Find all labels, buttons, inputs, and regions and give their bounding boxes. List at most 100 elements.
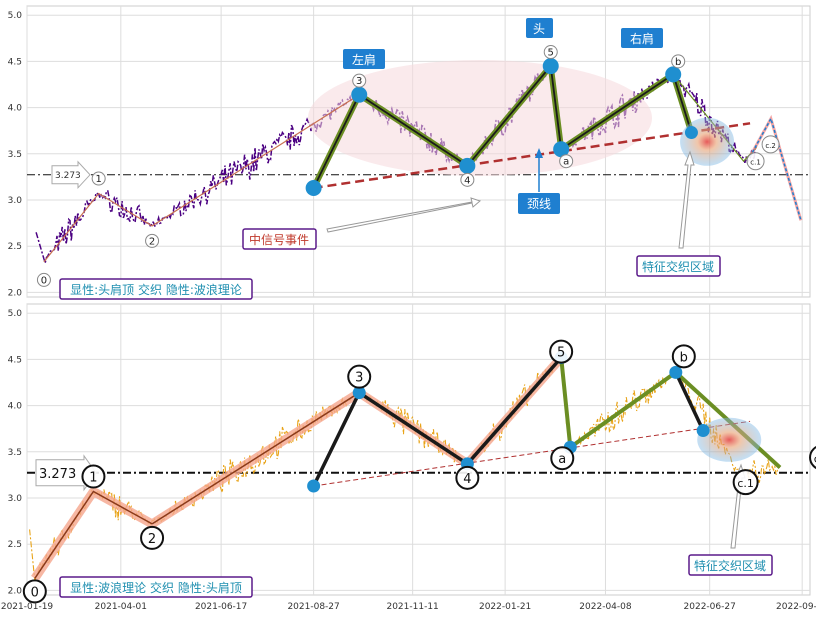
x-tick-label: 2021-11-11 bbox=[386, 602, 438, 612]
neckline-pointer-head bbox=[535, 148, 543, 158]
bottom-panel-frame bbox=[26, 303, 811, 596]
wave-label-circle bbox=[550, 446, 575, 471]
left-shoulder-label: 左肩 bbox=[343, 49, 385, 69]
wave-label-circle bbox=[543, 45, 558, 60]
x-tick-label: 2021-08-27 bbox=[287, 602, 339, 612]
pattern-line bbox=[674, 371, 705, 432]
wave-label-circle bbox=[671, 54, 686, 69]
x-tick-label: 2022-09-06 bbox=[776, 602, 816, 612]
wave-label: 4 bbox=[463, 472, 471, 487]
event-arrow bbox=[326, 197, 481, 233]
wave-label-circle bbox=[460, 172, 475, 187]
wave-line bbox=[34, 490, 153, 579]
wave-label: c.2 bbox=[765, 142, 776, 150]
wave-label: b bbox=[675, 57, 681, 68]
neckline-label: 颈线 bbox=[518, 193, 560, 214]
x-tick-label: 2021-04-01 bbox=[95, 602, 147, 612]
y-tick-label: 3.5 bbox=[8, 150, 22, 160]
x-tick-label: 2021-06-17 bbox=[195, 602, 247, 612]
x-tick-label: 2022-06-27 bbox=[684, 602, 736, 612]
wave-label: c.2 bbox=[814, 453, 816, 466]
right-shoulder-label: 右肩 bbox=[621, 28, 663, 48]
wave-label: 0 bbox=[41, 275, 47, 286]
y-tick-label: 4.5 bbox=[8, 57, 22, 67]
y-tick-label: 5.0 bbox=[8, 309, 23, 319]
wave-label: c.1 bbox=[750, 159, 761, 167]
y-tick-label: 2.0 bbox=[8, 288, 23, 298]
neckline bbox=[313, 420, 751, 487]
svg-text:右肩: 右肩 bbox=[630, 31, 654, 46]
wave-label: 2 bbox=[149, 236, 155, 247]
pattern-point bbox=[542, 58, 559, 75]
wave-label-circle bbox=[455, 465, 480, 490]
wave-label: 1 bbox=[95, 174, 101, 185]
wave-label-circle bbox=[352, 73, 367, 88]
event-label: 中信号事件 bbox=[242, 228, 317, 250]
caption-bottom: 显性:波浪理论 交织 隐性:头肩顶 bbox=[59, 576, 253, 598]
reference-arrow bbox=[51, 160, 91, 190]
pattern-point bbox=[459, 157, 476, 174]
y-tick-label: 4.5 bbox=[8, 355, 22, 365]
wave-label-circle bbox=[347, 364, 372, 389]
wave-label: 3 bbox=[355, 371, 363, 386]
wave-label: 5 bbox=[557, 346, 565, 361]
wave-label: 5 bbox=[548, 48, 554, 59]
wave-label: b bbox=[680, 350, 688, 365]
reference-value-label: 3.273 bbox=[55, 171, 81, 181]
caption-top: 显性:头肩顶 交织 隐性:波浪理论 bbox=[59, 278, 253, 300]
pattern-point bbox=[696, 424, 710, 438]
wave-label-circle bbox=[81, 464, 106, 489]
y-tick-label: 4.0 bbox=[8, 402, 23, 412]
pattern-point bbox=[665, 66, 682, 83]
wave-label-circle bbox=[809, 446, 816, 470]
svg-text:显性:波浪理论 交织 隐性:头肩顶: 显性:波浪理论 交织 隐性:头肩顶 bbox=[70, 580, 242, 595]
projection-band bbox=[748, 114, 803, 221]
pattern-point bbox=[553, 141, 570, 158]
y-tick-label: 3.0 bbox=[8, 494, 23, 504]
svg-text:特征交织区域: 特征交织区域 bbox=[694, 558, 766, 573]
wave-label-circle bbox=[36, 272, 51, 287]
svg-text:特征交织区域: 特征交织区域 bbox=[642, 259, 714, 274]
y-tick-label: 4.0 bbox=[8, 104, 23, 114]
x-tick-label: 2021-01-19 bbox=[1, 602, 54, 612]
wave-label: 0 bbox=[31, 585, 39, 600]
y-tick-label: 2.5 bbox=[8, 242, 22, 252]
pattern-line bbox=[312, 356, 563, 487]
x-tick-label: 2022-04-08 bbox=[579, 602, 632, 612]
wave-correction bbox=[569, 370, 677, 449]
wave-label: 2 bbox=[148, 532, 156, 547]
wave-label-circle bbox=[91, 171, 106, 186]
wave-label-circle bbox=[145, 233, 160, 248]
neckline bbox=[313, 122, 751, 190]
wave-label: 3 bbox=[356, 76, 362, 87]
head-label: 头 bbox=[526, 18, 553, 38]
pattern-point bbox=[305, 179, 322, 196]
wave-label-circle bbox=[761, 135, 780, 154]
y-tick-label: 3.0 bbox=[8, 196, 23, 206]
y-tick-label: 3.5 bbox=[8, 448, 22, 458]
pattern-point bbox=[684, 126, 698, 140]
wave-label-circle bbox=[22, 579, 47, 604]
svg-text:中信号事件: 中信号事件 bbox=[249, 232, 309, 247]
wave-line bbox=[43, 94, 360, 263]
region-arrow bbox=[678, 150, 695, 249]
reference-value-label: 3.273 bbox=[39, 467, 76, 482]
svg-text:颈线: 颈线 bbox=[527, 197, 551, 211]
y-tick-label: 5.0 bbox=[8, 11, 23, 21]
wave-label: a bbox=[558, 452, 566, 467]
y-tick-label: 2.0 bbox=[8, 586, 23, 596]
pattern-point bbox=[307, 479, 321, 493]
pattern-point bbox=[352, 386, 366, 400]
wave-label: 4 bbox=[464, 175, 470, 186]
y-tick-label: 2.5 bbox=[8, 540, 22, 550]
wave-label: 1 bbox=[89, 471, 97, 486]
wave-label-circle bbox=[746, 152, 765, 171]
wave-label-circle bbox=[140, 525, 165, 550]
svg-text:头: 头 bbox=[533, 22, 545, 36]
wave-label-circle bbox=[732, 469, 759, 496]
pattern-point bbox=[351, 86, 368, 103]
wave-label-circle bbox=[549, 339, 574, 364]
wave-label-circle bbox=[559, 154, 574, 169]
feature-region bbox=[697, 417, 762, 462]
